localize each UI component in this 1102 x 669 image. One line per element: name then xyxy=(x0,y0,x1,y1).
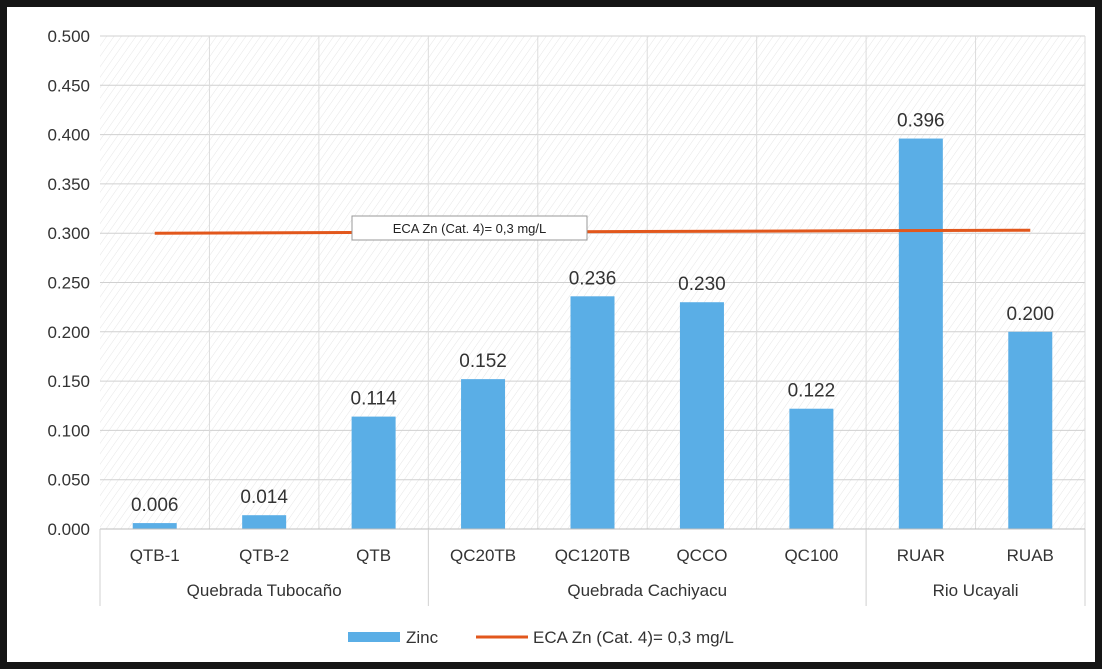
x-tick-label: QC100 xyxy=(784,546,838,565)
x-tick-label: QTB-1 xyxy=(130,546,180,565)
x-tick-label: QC120TB xyxy=(555,546,631,565)
data-label: 0.200 xyxy=(1007,304,1055,325)
annotation-label: ECA Zn (Cat. 4)= 0,3 mg/L xyxy=(393,221,547,236)
bar-qc120tb xyxy=(570,296,615,529)
legend-swatch-zinc xyxy=(348,632,400,642)
bar-qcco xyxy=(679,302,724,529)
legend-label-zinc: Zinc xyxy=(406,628,439,647)
data-label: 0.396 xyxy=(897,111,945,132)
data-label: 0.236 xyxy=(569,268,617,289)
y-tick-label: 0.200 xyxy=(47,323,90,342)
y-tick-label: 0.250 xyxy=(47,274,90,293)
bar-qtb-2 xyxy=(242,515,287,529)
y-tick-label: 0.150 xyxy=(47,372,90,391)
x-tick-label: QC20TB xyxy=(450,546,516,565)
y-tick-label: 0.350 xyxy=(47,175,90,194)
y-tick-label: 0.400 xyxy=(47,126,90,145)
y-tick-label: 0.000 xyxy=(47,520,90,539)
reference-line xyxy=(154,228,1031,235)
y-tick-label: 0.050 xyxy=(47,471,90,490)
y-axis: 0.000 0.050 0.100 0.150 0.200 0.250 0.300 0.350… xyxy=(47,27,90,539)
x-tick-label: QTB-2 xyxy=(239,546,289,565)
reference-line-group: ECA Zn (Cat. 4)= 0,3 mg/L xyxy=(154,215,1031,241)
data-label: 0.114 xyxy=(351,389,398,410)
y-tick-label: 0.300 xyxy=(47,224,90,243)
bar-series: 0.006 0.014 0.114 0.152 0.236 0.230 0.122 0.396… xyxy=(131,111,1054,529)
bar-qc100 xyxy=(789,408,834,529)
data-label: 0.122 xyxy=(788,381,836,402)
y-tick-label: 0.100 xyxy=(47,421,90,440)
y-tick-label: 0.500 xyxy=(47,27,90,46)
bar-qtb-1 xyxy=(132,523,177,529)
legend: Zinc ECA Zn (Cat. 4)= 0,3 mg/L xyxy=(348,628,734,647)
data-label: 0.152 xyxy=(459,351,507,372)
group-label: Rio Ucayali xyxy=(933,581,1019,600)
data-label: 0.230 xyxy=(678,274,726,295)
x-axis: QTB-1 QTB-2 QTB QC20TB QC120TB QCCO QC100 RUAR R… xyxy=(99,528,1086,606)
x-tick-label: RUAR xyxy=(897,546,945,565)
group-label: Quebrada Tubocaño xyxy=(187,581,342,600)
bar-qtb xyxy=(351,416,396,529)
data-label: 0.014 xyxy=(240,487,288,508)
bar-ruar xyxy=(898,138,943,529)
x-tick-label: RUAB xyxy=(1007,546,1054,565)
group-label: Quebrada Cachiyacu xyxy=(567,581,727,600)
y-tick-label: 0.450 xyxy=(47,76,90,95)
legend-label-eca: ECA Zn (Cat. 4)= 0,3 mg/L xyxy=(533,628,734,647)
x-tick-label: QTB xyxy=(356,546,391,565)
bar-ruab xyxy=(1008,331,1053,529)
data-label: 0.006 xyxy=(131,495,179,516)
bar-qc20tb xyxy=(461,379,506,529)
x-tick-label: QCCO xyxy=(676,546,727,565)
annotation-box xyxy=(351,215,588,241)
